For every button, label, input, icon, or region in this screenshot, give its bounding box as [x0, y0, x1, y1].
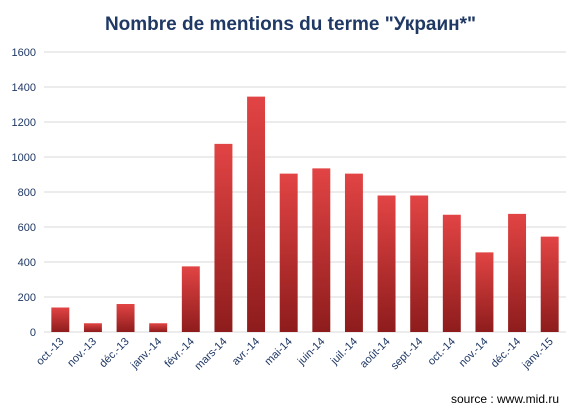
bar-juin-14	[312, 168, 331, 332]
bar-nov.-13	[83, 323, 102, 332]
x-tick-label: févr.-14	[163, 336, 197, 370]
y-tick-label: 600	[18, 222, 36, 234]
bar-nov.-14	[475, 252, 494, 332]
x-tick-label: oct.-14	[426, 336, 458, 368]
x-tick-label: janv.-14	[128, 336, 164, 372]
bar-mai-14	[279, 173, 298, 332]
x-tick-label: avr.-14	[230, 336, 262, 368]
x-tick-label: oct.-13	[34, 336, 66, 368]
y-tick-label: 800	[18, 187, 36, 199]
y-axis-ticks: 0 200 400 600 800 1000 1200 1400 1600	[12, 47, 36, 339]
bar-oct.-14	[442, 214, 461, 332]
chart-title: Nombre de mentions du terme "Украин*"	[104, 14, 477, 35]
bar-déc.-14	[508, 213, 527, 332]
y-tick-label: 400	[18, 257, 36, 269]
x-tick-label: mai-14	[263, 336, 295, 368]
x-tick-label: sept.-14	[389, 336, 426, 373]
x-tick-label: juin-14	[295, 336, 328, 369]
bar-févr.-14	[181, 266, 200, 332]
y-tick-label: 1000	[12, 152, 36, 164]
bar-mars-14	[214, 143, 233, 332]
x-tick-label: janv.-15	[520, 336, 556, 372]
y-tick-label: 1200	[12, 117, 36, 129]
bar-déc.-13	[116, 304, 135, 332]
bar-oct.-13	[51, 307, 70, 332]
y-tick-label: 0	[30, 327, 36, 339]
x-tick-label: juil.-14	[328, 336, 360, 368]
y-tick-label: 1600	[12, 47, 36, 59]
x-tick-label: mars-14	[193, 336, 230, 373]
bar-juil.-14	[344, 173, 363, 332]
bar-avr.-14	[247, 96, 266, 332]
x-tick-label: déc.-13	[97, 336, 131, 370]
x-tick-label: août-14	[358, 336, 393, 371]
bars	[51, 96, 559, 332]
source-note: source : www.mid.ru	[450, 392, 559, 406]
x-axis-ticks: oct.-13nov.-13déc.-13janv.-14févr.-14mar…	[34, 336, 556, 373]
y-tick-label: 1400	[12, 82, 36, 94]
bar-sept.-14	[410, 195, 429, 332]
y-tick-label: 200	[18, 292, 36, 304]
x-tick-label: déc.-14	[489, 336, 523, 370]
bar-août-14	[377, 195, 396, 332]
bar-janv.-15	[540, 236, 559, 332]
x-tick-label: nov.-13	[65, 336, 99, 370]
x-tick-label: nov.-14	[457, 336, 491, 370]
bar-janv.-14	[149, 323, 168, 332]
